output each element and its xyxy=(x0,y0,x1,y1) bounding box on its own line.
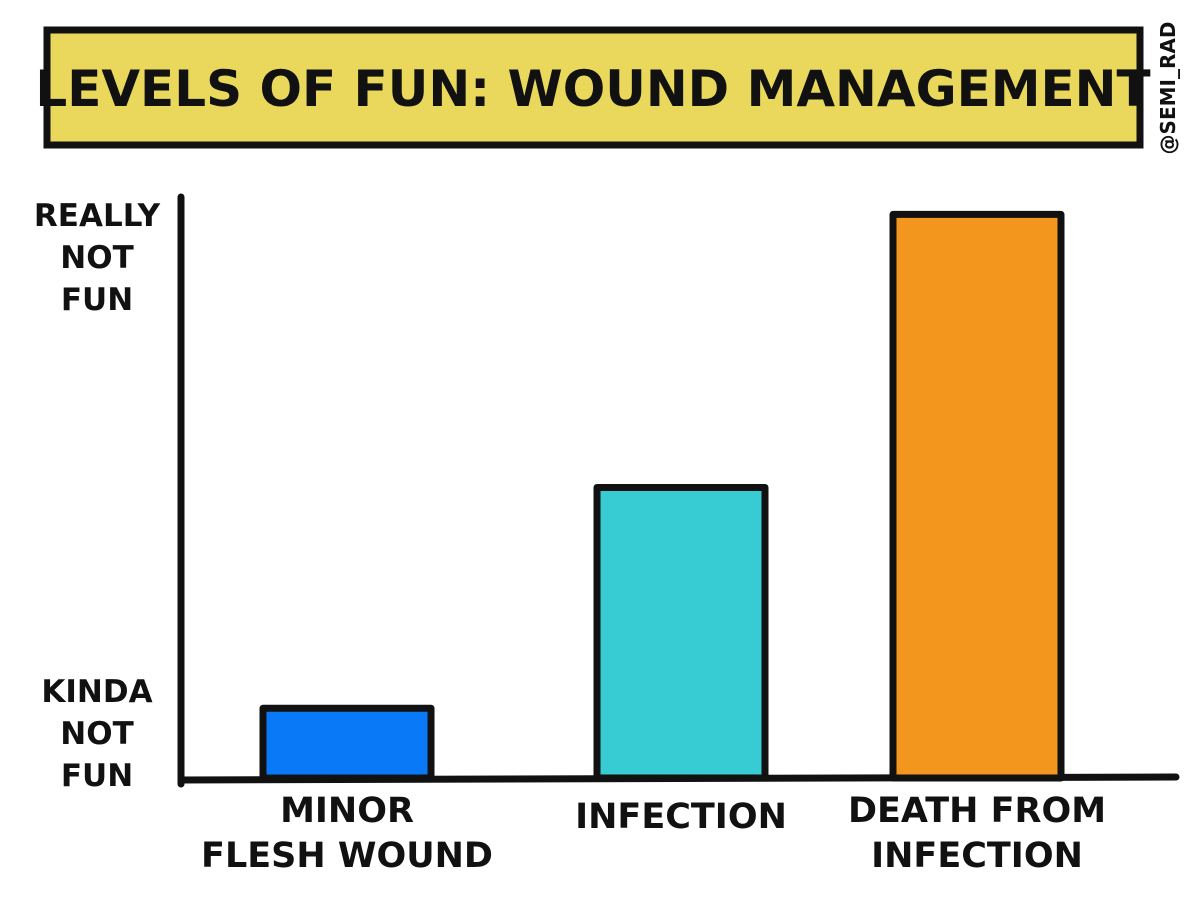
chart-title: LEVELS OF FUN: WOUND MANAGEMENT xyxy=(35,60,1150,118)
x-tick-label-line: DEATH FROM xyxy=(848,791,1106,831)
y-tick-label-line: FUN xyxy=(61,282,133,318)
x-tick-label-2: INFECTION xyxy=(575,797,787,837)
x-tick-label-3: DEATH FROM INFECTION xyxy=(848,791,1106,876)
y-tick-label-1: KINDA NOT FUN xyxy=(41,674,152,794)
title-banner xyxy=(43,26,1144,149)
y-tick-label-line: NOT xyxy=(60,716,133,752)
y-tick-label-line: KINDA xyxy=(41,674,152,710)
bar-1 xyxy=(259,704,435,782)
x-tick-label-line: FLESH WOUND xyxy=(201,836,493,876)
bar-2 xyxy=(593,484,769,782)
y-tick-label-line: FUN xyxy=(61,758,133,794)
x-tick-label-line: INFECTION xyxy=(871,836,1083,876)
x-tick-label-line: MINOR xyxy=(280,791,414,831)
bar-3 xyxy=(889,210,1065,782)
y-tick-label-line: REALLY xyxy=(34,198,161,234)
y-tick-label-line: NOT xyxy=(60,240,133,276)
y-tick-label-2: REALLY NOT FUN xyxy=(34,198,161,318)
watermark: @SEMI_RAD xyxy=(1156,22,1180,155)
x-tick-label-1: MINOR FLESH WOUND xyxy=(201,791,493,876)
x-tick-label-line: INFECTION xyxy=(575,797,787,837)
